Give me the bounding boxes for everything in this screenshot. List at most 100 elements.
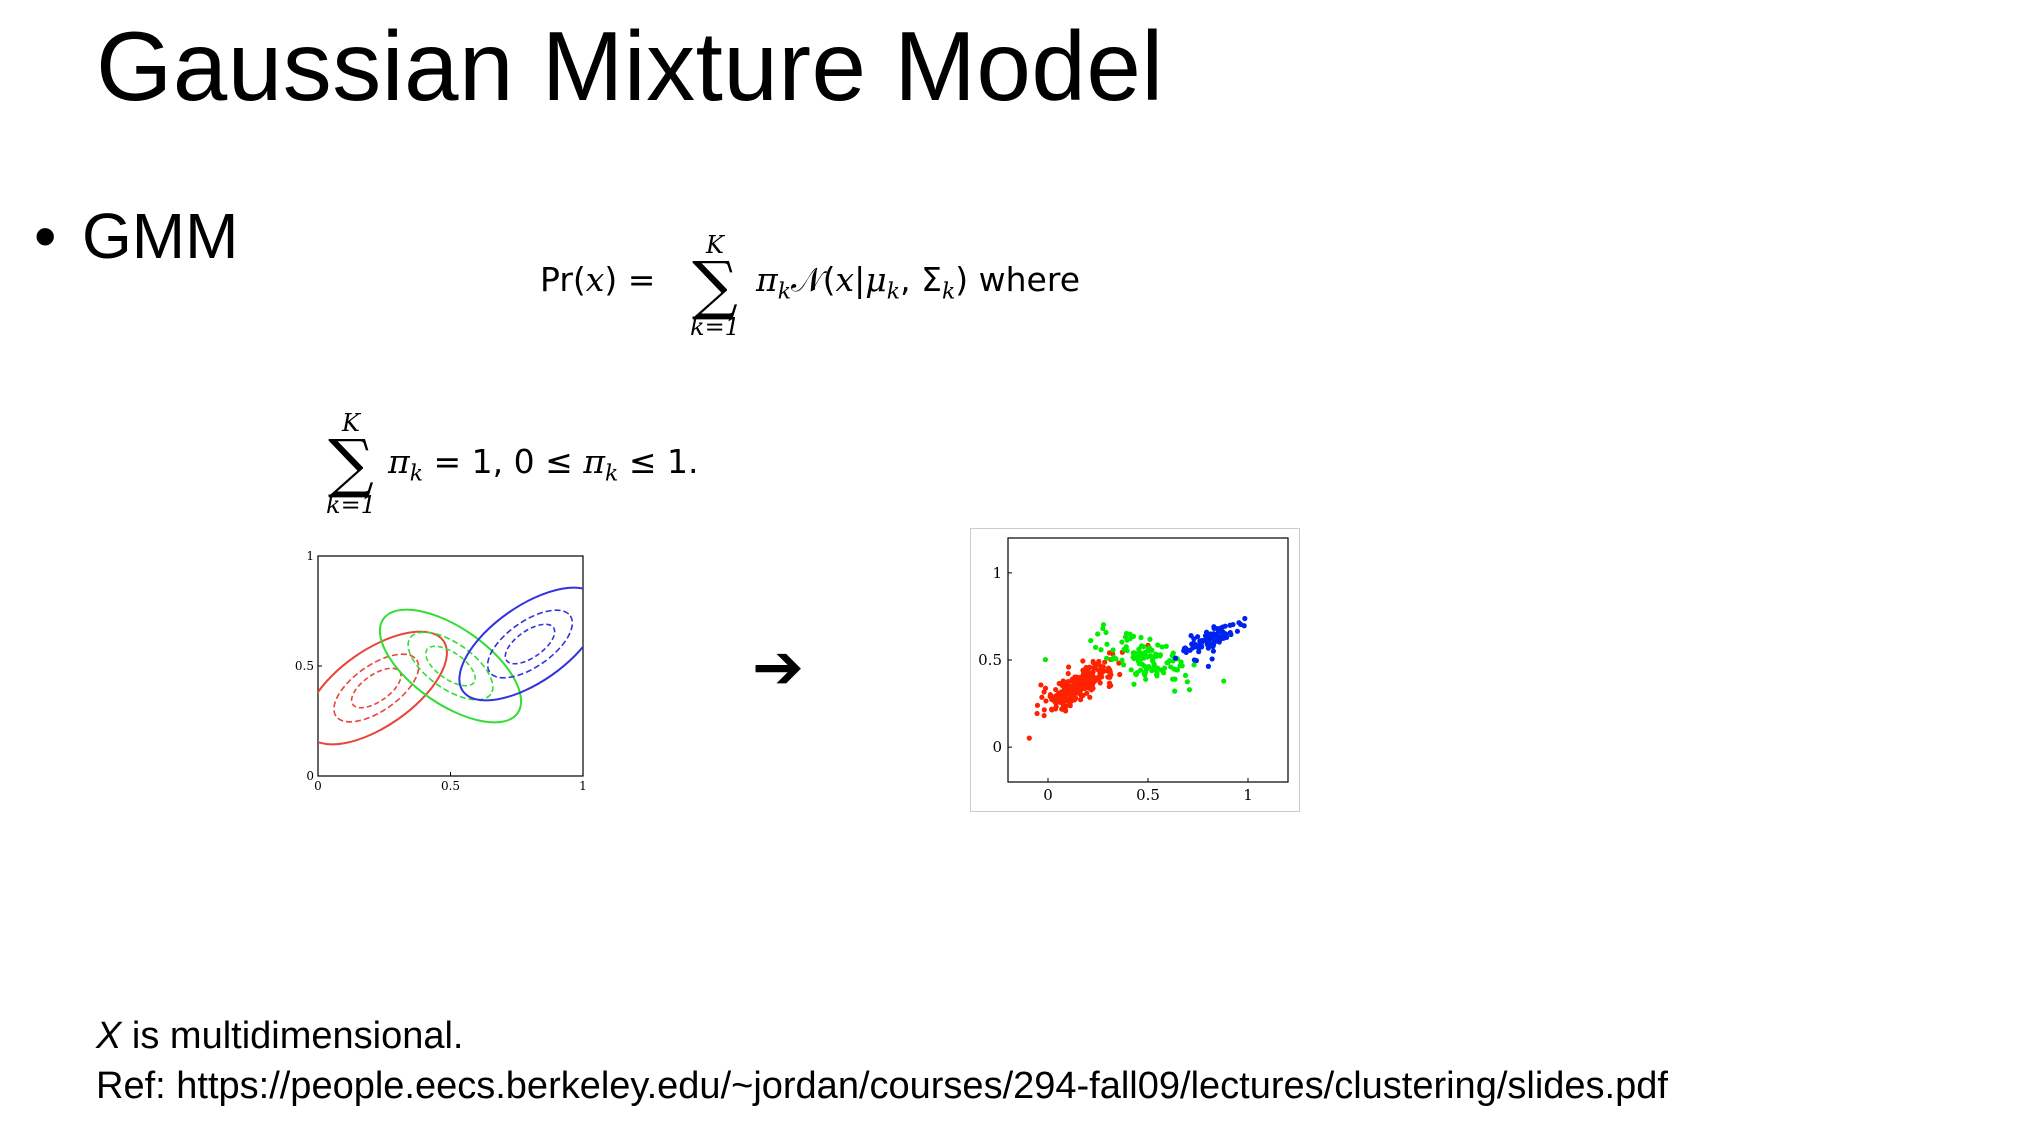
formula1-sum: K ∑ k=1 [680, 232, 750, 340]
scatter-point [1205, 663, 1211, 669]
scatter-point [1219, 624, 1226, 630]
scatter-point [1199, 637, 1205, 644]
scatter-point [1081, 685, 1088, 692]
scatter-point [1042, 685, 1049, 691]
scatter-point [1098, 647, 1104, 653]
gmm-density-formula: Pr(x) = K ∑ k=1 πk𝒩(x|μk, Σk) where [540, 231, 1081, 341]
scatter-point [1154, 665, 1161, 671]
scatter-point [1139, 661, 1145, 668]
scatter-point [1095, 631, 1101, 637]
scatter-point [1218, 636, 1224, 642]
formula2-sum-lower: k=1 [326, 491, 376, 519]
scatter-point [1109, 656, 1115, 662]
scatter-point [1102, 659, 1108, 665]
scatter-point [1104, 655, 1110, 661]
scatter-point [1149, 647, 1155, 653]
scatter-point [1119, 657, 1125, 663]
scatter-figure-border [970, 528, 1300, 812]
scatter-point [1209, 656, 1215, 662]
scatter-y-tick-label: 0 [992, 738, 1002, 756]
footer-note-text: is multidimensional. [121, 1015, 464, 1057]
scatter-point [1110, 647, 1116, 653]
formula1-sum-upper: K [706, 231, 724, 259]
scatter-point [1178, 659, 1184, 665]
scatter-point [1215, 629, 1221, 636]
scatter-point [1034, 702, 1041, 708]
scatter-point [1207, 641, 1213, 647]
contour-ellipse-1-2 [424, 645, 477, 687]
scatter-axis-ticks: 0 0.5 1 0 0.5 1 [978, 564, 1253, 804]
scatter-point [1034, 710, 1040, 717]
scatter-point [1074, 689, 1081, 695]
scatter-point [1223, 631, 1229, 637]
scatter-point [1187, 647, 1193, 653]
contour-ellipse-1-0 [378, 608, 523, 724]
contour-x-tick-label: 1 [579, 779, 587, 793]
scatter-point [1149, 668, 1155, 674]
scatter-point [1047, 692, 1053, 698]
contour-plot-frame [317, 555, 584, 777]
bullet-gmm: • GMM [34, 196, 238, 276]
scatter-point [1170, 676, 1176, 682]
scatter-point [1137, 657, 1143, 663]
scatter-point [1108, 682, 1114, 689]
scatter-point [1140, 644, 1147, 650]
scatter-point [1130, 633, 1137, 639]
scatter-point [1067, 683, 1073, 689]
scatter-point [1153, 651, 1159, 657]
scatter-point [1069, 676, 1075, 682]
scatter-point [1026, 735, 1032, 741]
formula2-sum: K ∑ k=1 [316, 410, 386, 518]
bullet-dot: • [34, 200, 57, 272]
right-arrow-icon: ➔ [752, 630, 804, 703]
scatter-point [1067, 703, 1073, 709]
formula1-where: where [978, 260, 1081, 299]
footer-note-var: X [96, 1015, 122, 1057]
scatter-point [1042, 657, 1049, 663]
scatter-point [1041, 712, 1047, 719]
formula1-lhs-end: ) = [604, 260, 656, 299]
scatter-point [1072, 683, 1078, 690]
scatter-point [1060, 678, 1066, 684]
gmm-weights-constraint: K ∑ k=1 πk = 1, 0 ≤ πk ≤ 1. [316, 410, 736, 520]
contour-ellipses [318, 586, 583, 746]
scatter-point [1038, 682, 1044, 688]
formula1-pi: π [756, 260, 778, 299]
scatter-point [1105, 665, 1112, 671]
scatter-point [1148, 653, 1154, 659]
formula2-rhs: = 1, 0 ≤ [433, 442, 573, 481]
scatter-point [1054, 695, 1061, 701]
contour-ellipse-0-1 [333, 653, 420, 723]
scatter-point [1191, 662, 1197, 668]
scatter-point [1039, 694, 1045, 700]
footer-reference: Ref: https://people.eecs.berkeley.edu/~j… [96, 1065, 1668, 1107]
scatter-point [1241, 623, 1247, 629]
scatter-y-tick-label: 1 [992, 564, 1002, 582]
scatter-point [1104, 641, 1110, 647]
contour-y-tick-label: 0.5 [295, 659, 314, 673]
scatter-point [1131, 655, 1137, 662]
contour-chart: 0 0.5 1 0 0.5 1 [295, 549, 587, 793]
scatter-point [1227, 622, 1233, 628]
scatter-point [1150, 658, 1156, 664]
scatter-point [1196, 642, 1202, 648]
scatter-point [1084, 690, 1090, 696]
scatter-point [1124, 647, 1130, 654]
scatter-point [1092, 644, 1099, 650]
scatter-point [1049, 706, 1055, 712]
scatter-point [1143, 666, 1150, 672]
scatter-point [1080, 658, 1086, 664]
scatter-point [1062, 706, 1069, 713]
scatter-point [1159, 644, 1165, 650]
scatter-point [1170, 650, 1176, 656]
scatter-point [1143, 676, 1149, 682]
scatter-point [1172, 688, 1178, 694]
contour-y-tick-label: 1 [306, 549, 314, 563]
scatter-point [1052, 706, 1059, 712]
scatter-point [1155, 642, 1161, 648]
formula1-sigma: Σ [921, 260, 942, 299]
contour-ellipse-0-0 [318, 630, 448, 746]
scatter-point [1211, 631, 1217, 637]
scatter-point [1188, 632, 1194, 639]
formula2-pi: π [388, 442, 410, 481]
